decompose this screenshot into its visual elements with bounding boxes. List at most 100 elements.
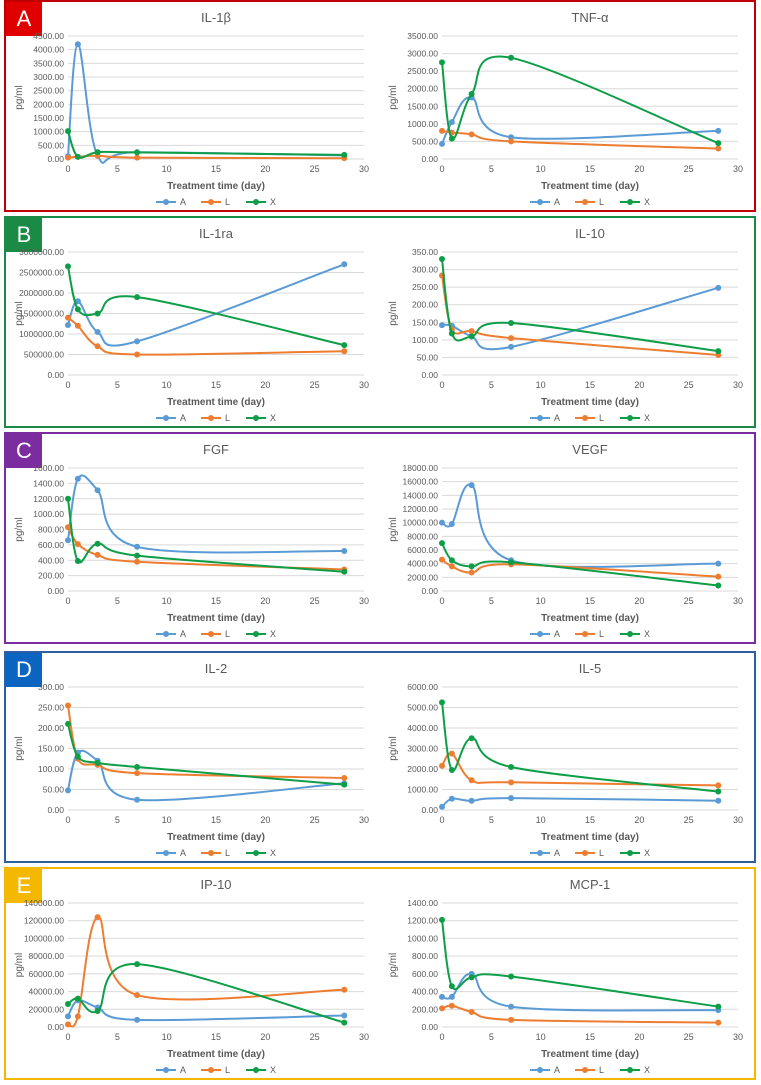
- y-axis-label: pg/ml: [388, 953, 399, 977]
- x-tick-label: 5: [115, 1032, 120, 1042]
- data-point-X: [468, 90, 475, 97]
- data-point-A: [715, 797, 722, 804]
- y-tick-label: 20000.00: [29, 1004, 65, 1014]
- data-point-L: [94, 914, 101, 921]
- data-point-A: [65, 537, 71, 544]
- legend-label: A: [180, 629, 186, 639]
- data-point-L: [448, 1002, 455, 1009]
- data-point-X: [74, 558, 81, 565]
- x-tick-label: 15: [211, 815, 221, 825]
- y-tick-label: 8000.00: [407, 531, 438, 541]
- data-point-A: [439, 140, 445, 147]
- data-point-X: [74, 306, 81, 313]
- y-tick-label: 250.00: [38, 703, 64, 713]
- data-point-A: [65, 321, 71, 328]
- data-point-A: [74, 475, 81, 482]
- x-tick-label: 15: [585, 815, 595, 825]
- x-tick-label: 20: [260, 380, 270, 390]
- series-line-X: [441, 919, 719, 1008]
- data-point-L: [94, 343, 101, 350]
- x-tick-label: 5: [115, 164, 120, 174]
- y-tick-label: 14000.00: [403, 490, 439, 500]
- x-tick-label: 15: [585, 596, 595, 606]
- legend-marker-X: [627, 850, 633, 856]
- legend-marker-A: [163, 199, 169, 205]
- data-point-A: [468, 797, 475, 804]
- x-tick-label: 0: [65, 1032, 70, 1042]
- legend-marker-X: [253, 199, 259, 205]
- data-point-X: [508, 559, 515, 566]
- x-tick-label: 25: [684, 596, 694, 606]
- y-tick-label: 3500.00: [407, 31, 438, 41]
- data-point-L: [448, 563, 455, 570]
- x-tick-label: 30: [359, 1032, 369, 1042]
- y-tick-label: 600.00: [38, 540, 64, 550]
- data-point-A: [448, 795, 455, 802]
- data-point-X: [94, 149, 101, 156]
- data-point-A: [74, 41, 81, 48]
- legend-label: X: [270, 629, 276, 639]
- y-tick-label: 500000.00: [24, 350, 64, 360]
- legend-label: L: [599, 413, 604, 423]
- y-tick-label: 100.00: [38, 764, 64, 774]
- legend-marker-X: [627, 631, 633, 637]
- data-point-L: [65, 314, 71, 321]
- x-tick-label: 10: [162, 380, 172, 390]
- legend-label: A: [180, 197, 186, 207]
- data-point-X: [508, 763, 515, 770]
- y-tick-label: 4000.00: [33, 45, 64, 55]
- x-tick-label: 0: [65, 596, 70, 606]
- y-axis-label: pg/ml: [14, 517, 25, 541]
- chart-title: IL-2: [205, 661, 227, 676]
- x-tick-label: 30: [359, 164, 369, 174]
- chart-title: IL-10: [575, 226, 605, 241]
- y-tick-label: 250.00: [412, 282, 438, 292]
- x-tick-label: 5: [115, 815, 120, 825]
- data-point-X: [468, 563, 475, 570]
- chart-mcp1: MCP-1 0.00 200.00 400.00 600.00 800.00 1000.00…: [388, 877, 743, 1075]
- data-point-L: [341, 986, 348, 993]
- x-tick-label: 25: [310, 1032, 320, 1042]
- y-tick-label: 1000.00: [407, 785, 438, 795]
- data-point-X: [74, 995, 81, 1002]
- series-line-X: [67, 130, 345, 159]
- x-tick-label: 0: [439, 815, 444, 825]
- data-point-A: [439, 993, 445, 1000]
- y-tick-label: 1400.00: [33, 478, 64, 488]
- legend-marker-A: [163, 631, 169, 637]
- chart-tnfa: TNF-α 0.00 500.00 1000.00 1500.00 2000.00 2500…: [388, 10, 743, 207]
- y-tick-label: 50.00: [43, 785, 65, 795]
- x-tick-label: 25: [684, 1032, 694, 1042]
- legend-label: L: [225, 197, 230, 207]
- data-point-X: [715, 788, 722, 795]
- data-point-L: [448, 750, 455, 757]
- data-point-X: [439, 540, 445, 547]
- series-line-L: [441, 1004, 719, 1024]
- legend-marker-L: [582, 1067, 588, 1073]
- data-point-X: [715, 140, 722, 147]
- x-tick-label: 20: [634, 164, 644, 174]
- y-tick-label: 50.00: [417, 352, 439, 362]
- y-tick-label: 500.00: [412, 136, 438, 146]
- x-tick-label: 25: [310, 596, 320, 606]
- series-line-A: [441, 483, 719, 568]
- panel-b: B IL-1ra 0.00 500000.00 1000000.00 1500000.0…: [4, 216, 756, 428]
- chart-il1b: IL-1β 0.00 500.00 1000.00 1500.00 2000.00 2500…: [14, 10, 369, 207]
- y-tick-label: 150.00: [38, 744, 64, 754]
- data-point-A: [65, 1013, 71, 1020]
- data-point-A: [134, 543, 141, 550]
- data-point-X: [65, 495, 71, 502]
- data-point-L: [508, 1016, 515, 1023]
- legend-marker-A: [537, 415, 543, 421]
- legend-marker-A: [537, 631, 543, 637]
- data-point-A: [448, 521, 455, 528]
- data-point-X: [439, 916, 445, 923]
- legend-marker-A: [537, 199, 543, 205]
- data-point-X: [341, 342, 348, 349]
- x-tick-label: 15: [211, 596, 221, 606]
- data-point-L: [508, 138, 515, 145]
- legend-marker-X: [253, 415, 259, 421]
- legend-label: A: [554, 1065, 560, 1075]
- data-point-X: [341, 781, 348, 788]
- data-point-L: [65, 702, 71, 709]
